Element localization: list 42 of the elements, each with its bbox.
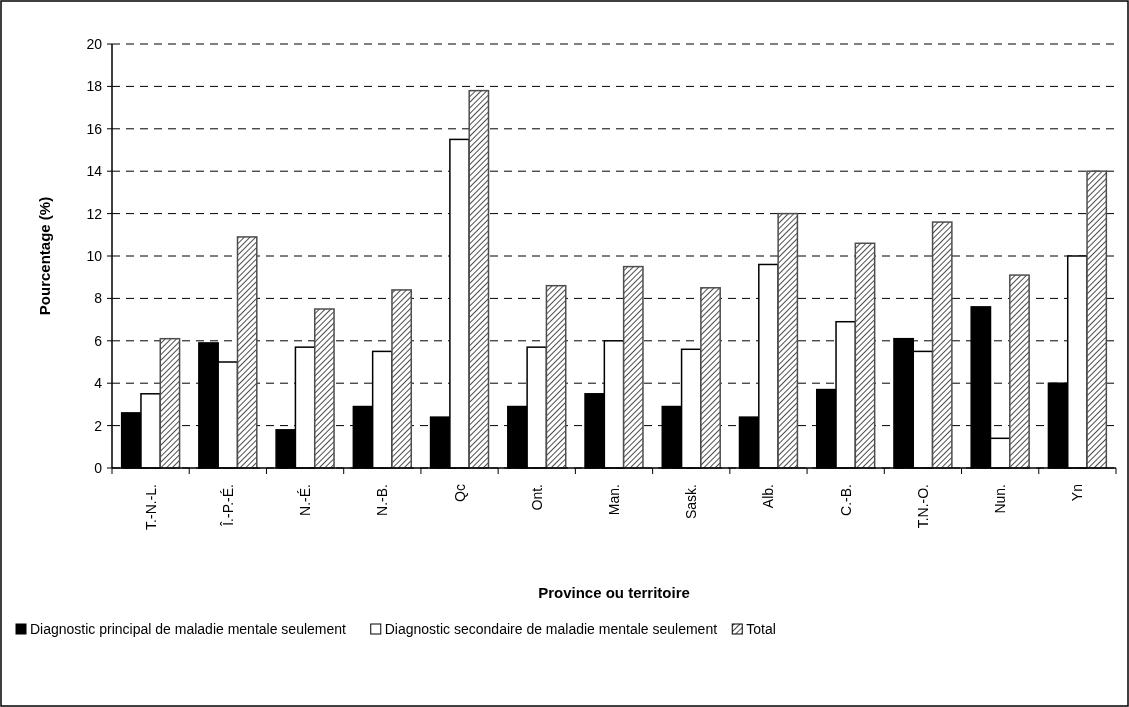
legend-label: Total — [746, 621, 776, 637]
bar — [236, 236, 258, 469]
y-tick-label: 2 — [94, 417, 103, 434]
y-tick-label: 6 — [94, 332, 103, 349]
bar — [700, 287, 721, 469]
y-axis-title: Pourcentage (%) — [36, 196, 53, 316]
y-tick-label: 12 — [86, 205, 103, 222]
y-tick-label: 20 — [86, 35, 103, 52]
bar — [313, 308, 335, 469]
x-axis-title: Province ou territoire — [538, 584, 690, 601]
y-tick-label: 18 — [86, 78, 103, 95]
y-tick-label: 4 — [94, 375, 103, 392]
bar — [1086, 170, 1108, 469]
bar — [1009, 274, 1030, 469]
bar — [777, 212, 799, 469]
bar — [854, 242, 876, 469]
legend-label: Diagnostic principal de maladie mentale seulement — [30, 621, 347, 637]
x-tick-label: C.-B. — [837, 484, 854, 516]
y-tick-label: 0 — [94, 459, 103, 476]
x-tick-label: Ont. — [528, 484, 545, 511]
x-tick-label: T.N.-O. — [914, 484, 931, 529]
x-tick-label: Î.-P.-É. — [219, 484, 236, 527]
y-tick-label: 16 — [86, 120, 103, 137]
x-tick-label: Man. — [606, 484, 622, 516]
y-tick-label: 10 — [86, 247, 103, 264]
x-tick-label: Alb. — [760, 484, 777, 509]
bar — [468, 89, 490, 469]
y-tick-label: 8 — [94, 290, 103, 307]
bar — [931, 221, 953, 469]
x-tick-label: N.-É. — [297, 484, 314, 516]
x-tick-label: N.-B. — [374, 484, 391, 516]
y-tick-label: 14 — [86, 163, 103, 180]
x-tick-label: Sask. — [683, 484, 700, 520]
bar — [391, 289, 413, 469]
legend-label: Diagnostic secondaire de maladie mentale seulement — [384, 621, 718, 637]
x-tick-label: Nun. — [992, 484, 1009, 514]
bar — [622, 265, 644, 469]
bar — [545, 284, 567, 469]
bar — [159, 337, 181, 469]
x-tick-label: Yn — [1069, 484, 1086, 502]
x-tick-label: Qc — [451, 484, 468, 502]
x-tick-label: T.-N.-L. — [142, 484, 159, 530]
